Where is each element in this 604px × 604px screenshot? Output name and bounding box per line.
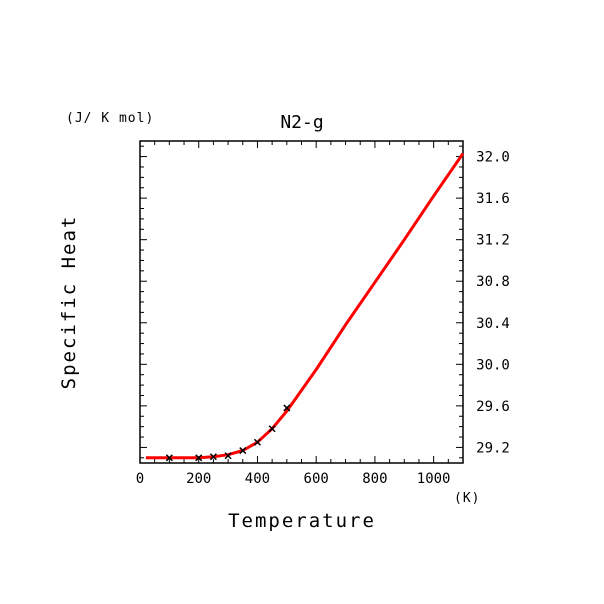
chart-title: N2-g <box>280 112 323 133</box>
y-tick-label: 29.2 <box>476 440 510 456</box>
x-axis-title: Temperature <box>228 510 376 532</box>
y-axis-title: Specific Heat <box>58 215 80 390</box>
data-point-marker <box>283 404 291 412</box>
y-tick-label: 31.2 <box>476 233 510 249</box>
y-tick-label: 32.0 <box>476 150 510 166</box>
x-tick-label: 800 <box>362 471 387 487</box>
y-tick-label: 29.6 <box>476 399 510 415</box>
data-point-marker <box>165 454 173 462</box>
x-tick-label: 0 <box>136 471 144 487</box>
y-tick-label: 30.0 <box>476 357 510 373</box>
data-point-marker <box>239 447 247 455</box>
plot-frame <box>139 140 464 464</box>
tick-labels-group: 0 200 400 600 800 1000 29.2 29.6 30.0 30.4 30.8 31.… <box>136 150 510 487</box>
y-tick-label: 30.8 <box>476 274 510 290</box>
y-tick-label: 31.6 <box>476 191 510 207</box>
x-tick-label: 400 <box>245 471 270 487</box>
x-tick-label: 1000 <box>417 471 451 487</box>
y-unit-label: (J/ K mol) <box>66 111 154 126</box>
x-tick-label: 600 <box>304 471 329 487</box>
data-point-marker <box>209 453 217 461</box>
x-unit-label: (K) <box>454 491 480 506</box>
data-point-marker <box>224 452 232 460</box>
data-point-marker <box>195 454 203 462</box>
x-tick-label: 200 <box>186 471 211 487</box>
data-point-marker <box>253 438 261 446</box>
ticks-group <box>139 141 464 463</box>
y-tick-label: 30.4 <box>476 316 510 332</box>
plot-frame-group <box>139 140 464 464</box>
series-group <box>145 152 465 462</box>
data-point-marker <box>268 425 276 433</box>
series-line <box>145 152 465 460</box>
